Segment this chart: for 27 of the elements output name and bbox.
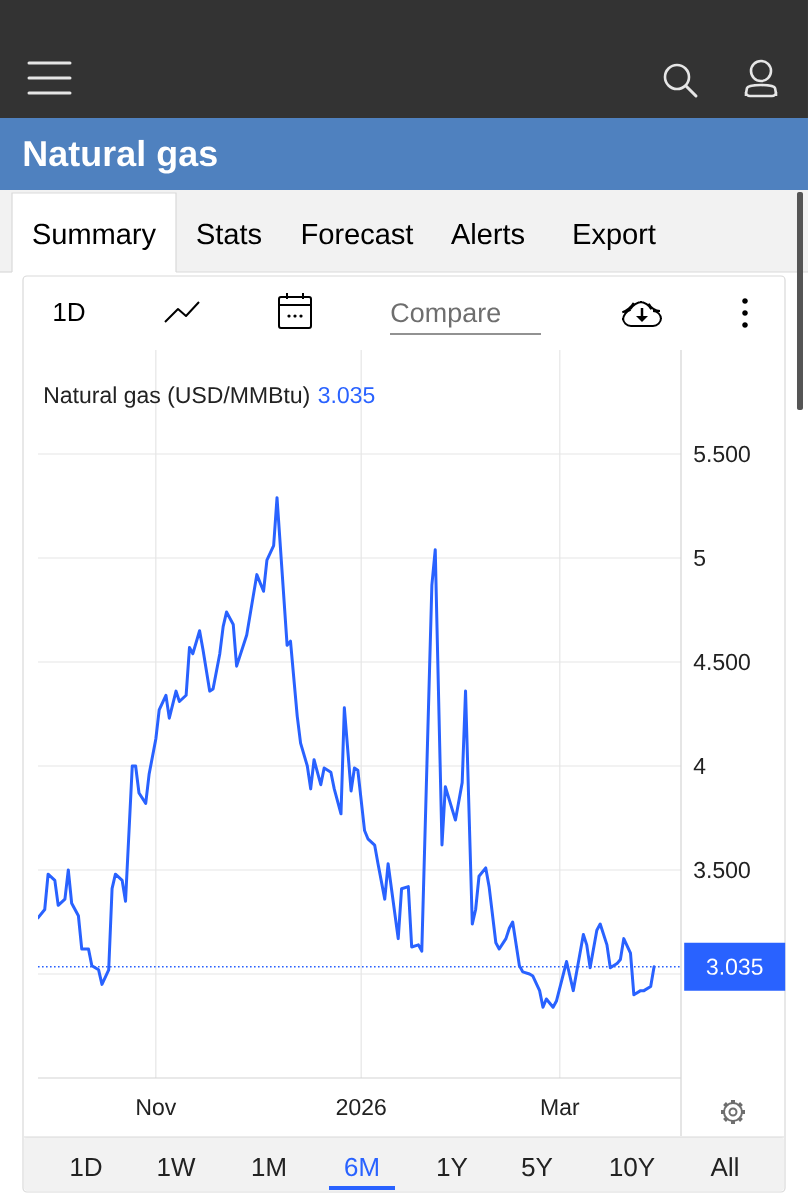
text: Export [574,224,656,251]
text: 1D [54,303,85,321]
annotation: 3.035 [318,386,375,404]
text: 1W [158,1158,196,1176]
text: Compare [391,303,501,328]
text: Summary [33,223,156,251]
y-tick-label: 5 [694,549,706,567]
y-tick-label: 4 [693,758,706,774]
text: Alerts [451,222,525,245]
text: 6M [345,1157,378,1177]
y-tick-label: 5.500 [694,445,750,463]
text: 5Y [522,1158,553,1177]
x-tick-label: 2026 [336,1098,386,1116]
y-tick-label: 3.500 [694,861,750,879]
chart-title: Natural gas [24,139,217,174]
text: Natural gas (USD/MMBtu) [45,386,309,408]
text: 1D [71,1158,102,1176]
text: 1M [252,1158,285,1176]
text: 10Y [610,1157,655,1177]
text: All [710,1157,738,1176]
x-tick-label: Nov [137,1099,177,1116]
text: Forecast [302,224,414,245]
y-tick-label: 4.500 [693,653,750,671]
text: 1Y [438,1158,468,1176]
ref-line-label: 3.035 [706,958,763,975]
text: Stats [197,223,261,245]
x-tick-label: Mar [541,1099,580,1116]
